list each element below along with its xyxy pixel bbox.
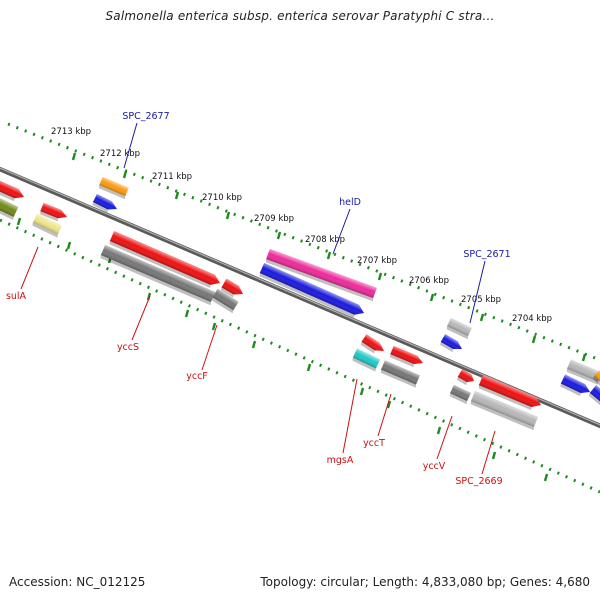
gene-yccT[interactable] <box>380 360 421 388</box>
outer-major-tick <box>581 353 587 362</box>
inner-major-tick <box>251 340 257 349</box>
kbp-label: 2707 kbp <box>357 256 397 266</box>
mgsA-leader <box>342 378 358 454</box>
outer-major-tick <box>122 170 128 179</box>
gene-red-d[interactable] <box>389 345 425 370</box>
yccS-leader <box>131 295 151 341</box>
helD-leader <box>332 208 351 255</box>
gene-blue-edge[interactable] <box>588 385 600 406</box>
gene-helD[interactable] <box>265 248 378 302</box>
yccS-label: yccS <box>117 342 139 353</box>
outer-major-tick <box>326 251 332 260</box>
yccT-leader <box>377 393 392 437</box>
gene-red-c[interactable] <box>360 334 387 357</box>
gene-mgsA[interactable] <box>352 348 382 372</box>
inner-major-tick <box>66 241 72 250</box>
gene-gray-right[interactable] <box>566 359 600 385</box>
sulA-label: sulA <box>6 291 27 302</box>
outer-major-tick <box>276 231 282 240</box>
gene-spc2669[interactable] <box>470 390 539 431</box>
inner-major-tick <box>359 387 365 396</box>
gene-olive-left[interactable] <box>0 197 19 221</box>
spc2669-leader <box>481 430 496 475</box>
gene-red-a[interactable] <box>39 202 68 224</box>
kbp-label: 2712 kbp <box>100 149 140 159</box>
kbp-label: 2706 kbp <box>409 276 449 286</box>
kbp-label: 2705 kbp <box>461 295 501 305</box>
gene-red-left-top[interactable] <box>0 179 26 204</box>
yccT-label: yccT <box>363 438 385 449</box>
outer-major-tick <box>174 191 180 200</box>
outer-major-tick <box>531 335 537 344</box>
yccF-leader <box>201 324 218 371</box>
kbp-label: 2708 kbp <box>305 235 345 245</box>
outer-major-tick <box>225 211 231 220</box>
map-title: Salmonella enterica subsp. enterica sero… <box>105 9 495 23</box>
inner-tick-ring <box>0 218 600 494</box>
gene-red-b[interactable] <box>220 278 246 301</box>
spc2669-label: SPC_2669 <box>455 476 502 487</box>
inner-major-tick <box>306 363 312 372</box>
inner-major-tick <box>184 309 190 318</box>
accession-text: Accession: NC_012125 <box>9 575 146 589</box>
spc2671-leader <box>469 260 486 324</box>
outer-major-tick <box>377 272 383 281</box>
kbp-label: 2709 kbp <box>254 214 294 224</box>
sulA-leader <box>20 246 39 290</box>
gene-spc2671[interactable] <box>446 317 473 340</box>
outer-major-tick <box>479 313 485 322</box>
spc2677-leader <box>123 122 138 169</box>
gene-yccF[interactable] <box>211 288 240 314</box>
outer-tick-ring <box>7 122 600 362</box>
gene-yccV[interactable] <box>449 384 472 405</box>
gene-red-f[interactable] <box>478 374 543 413</box>
inner-major-tick <box>543 473 549 482</box>
gene-ycfs-fwd[interactable] <box>109 230 223 291</box>
gene-blue-helD[interactable] <box>259 262 367 321</box>
spc2677-label: SPC_2677 <box>122 111 169 122</box>
kbp-label: 2711 kbp <box>152 172 192 182</box>
gene-yccS[interactable] <box>100 244 216 306</box>
yccF-label: yccF <box>186 371 208 382</box>
kbp-label: 2710 kbp <box>202 193 242 203</box>
yccV-label: yccV <box>423 461 446 472</box>
gene-khaki[interactable] <box>32 213 64 238</box>
inner-major-tick <box>16 217 22 226</box>
gene-blue-a[interactable] <box>92 193 119 216</box>
mgsA-label: mgsA <box>327 455 354 466</box>
kbp-label: 2713 kbp <box>51 127 91 137</box>
outer-major-tick <box>71 152 77 161</box>
kbp-label: 2704 kbp <box>512 314 552 324</box>
gene-spc2677[interactable] <box>98 176 130 200</box>
inner-major-tick <box>211 322 217 331</box>
yccV-leader <box>436 415 453 460</box>
gene-blue-b[interactable] <box>439 334 464 355</box>
outer-major-tick <box>429 293 435 302</box>
spc2671-label: SPC_2671 <box>463 249 510 260</box>
inner-major-tick <box>386 400 392 409</box>
helD-label: helD <box>339 197 361 208</box>
inner-major-tick <box>436 426 442 435</box>
gene-blue-right[interactable] <box>560 374 593 399</box>
gene-red-e[interactable] <box>456 369 476 387</box>
genome-summary-text: Topology: circular; Length: 4,833,080 bp… <box>260 575 590 589</box>
inner-major-tick <box>491 451 497 460</box>
